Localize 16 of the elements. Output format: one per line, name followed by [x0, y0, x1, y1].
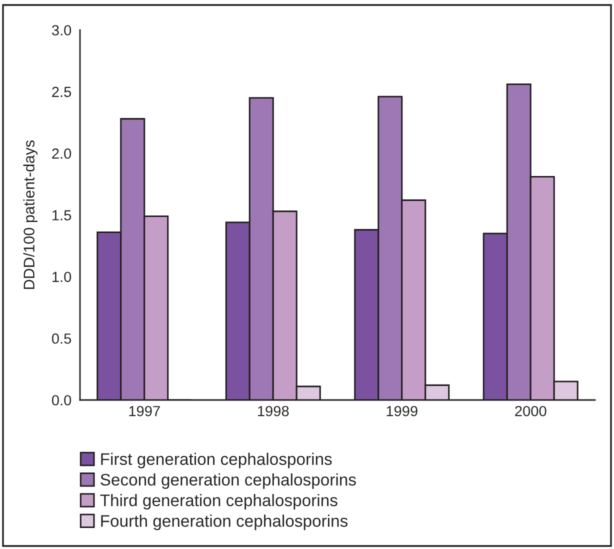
y-tick-label: 2.5 [52, 86, 72, 98]
y-tick-label: 1.5 [52, 210, 72, 220]
x-tick-label: 1999 [386, 406, 418, 416]
y-axis-title: DDD/100 patient-days [23, 140, 38, 289]
y-tick-label: 0.5 [52, 333, 72, 344]
y-tick-label: 2.0 [52, 148, 72, 159]
legend-label: Third generation cephalosporins [100, 494, 338, 510]
legend-label: Fourth generation cephalosporins [101, 514, 348, 530]
y-tick-label: 3.0 [52, 25, 72, 36]
legend-label: First generation cephalosporins [101, 452, 332, 468]
x-tick-label: 1998 [258, 406, 289, 416]
x-tick-label: 2000 [515, 406, 546, 416]
y-tick-label: 1.0 [52, 272, 72, 282]
y-tick-label: 0.0 [52, 395, 72, 406]
legend-label: Second generation cephalosporins [100, 473, 356, 489]
x-tick-label: 1997 [129, 406, 160, 416]
